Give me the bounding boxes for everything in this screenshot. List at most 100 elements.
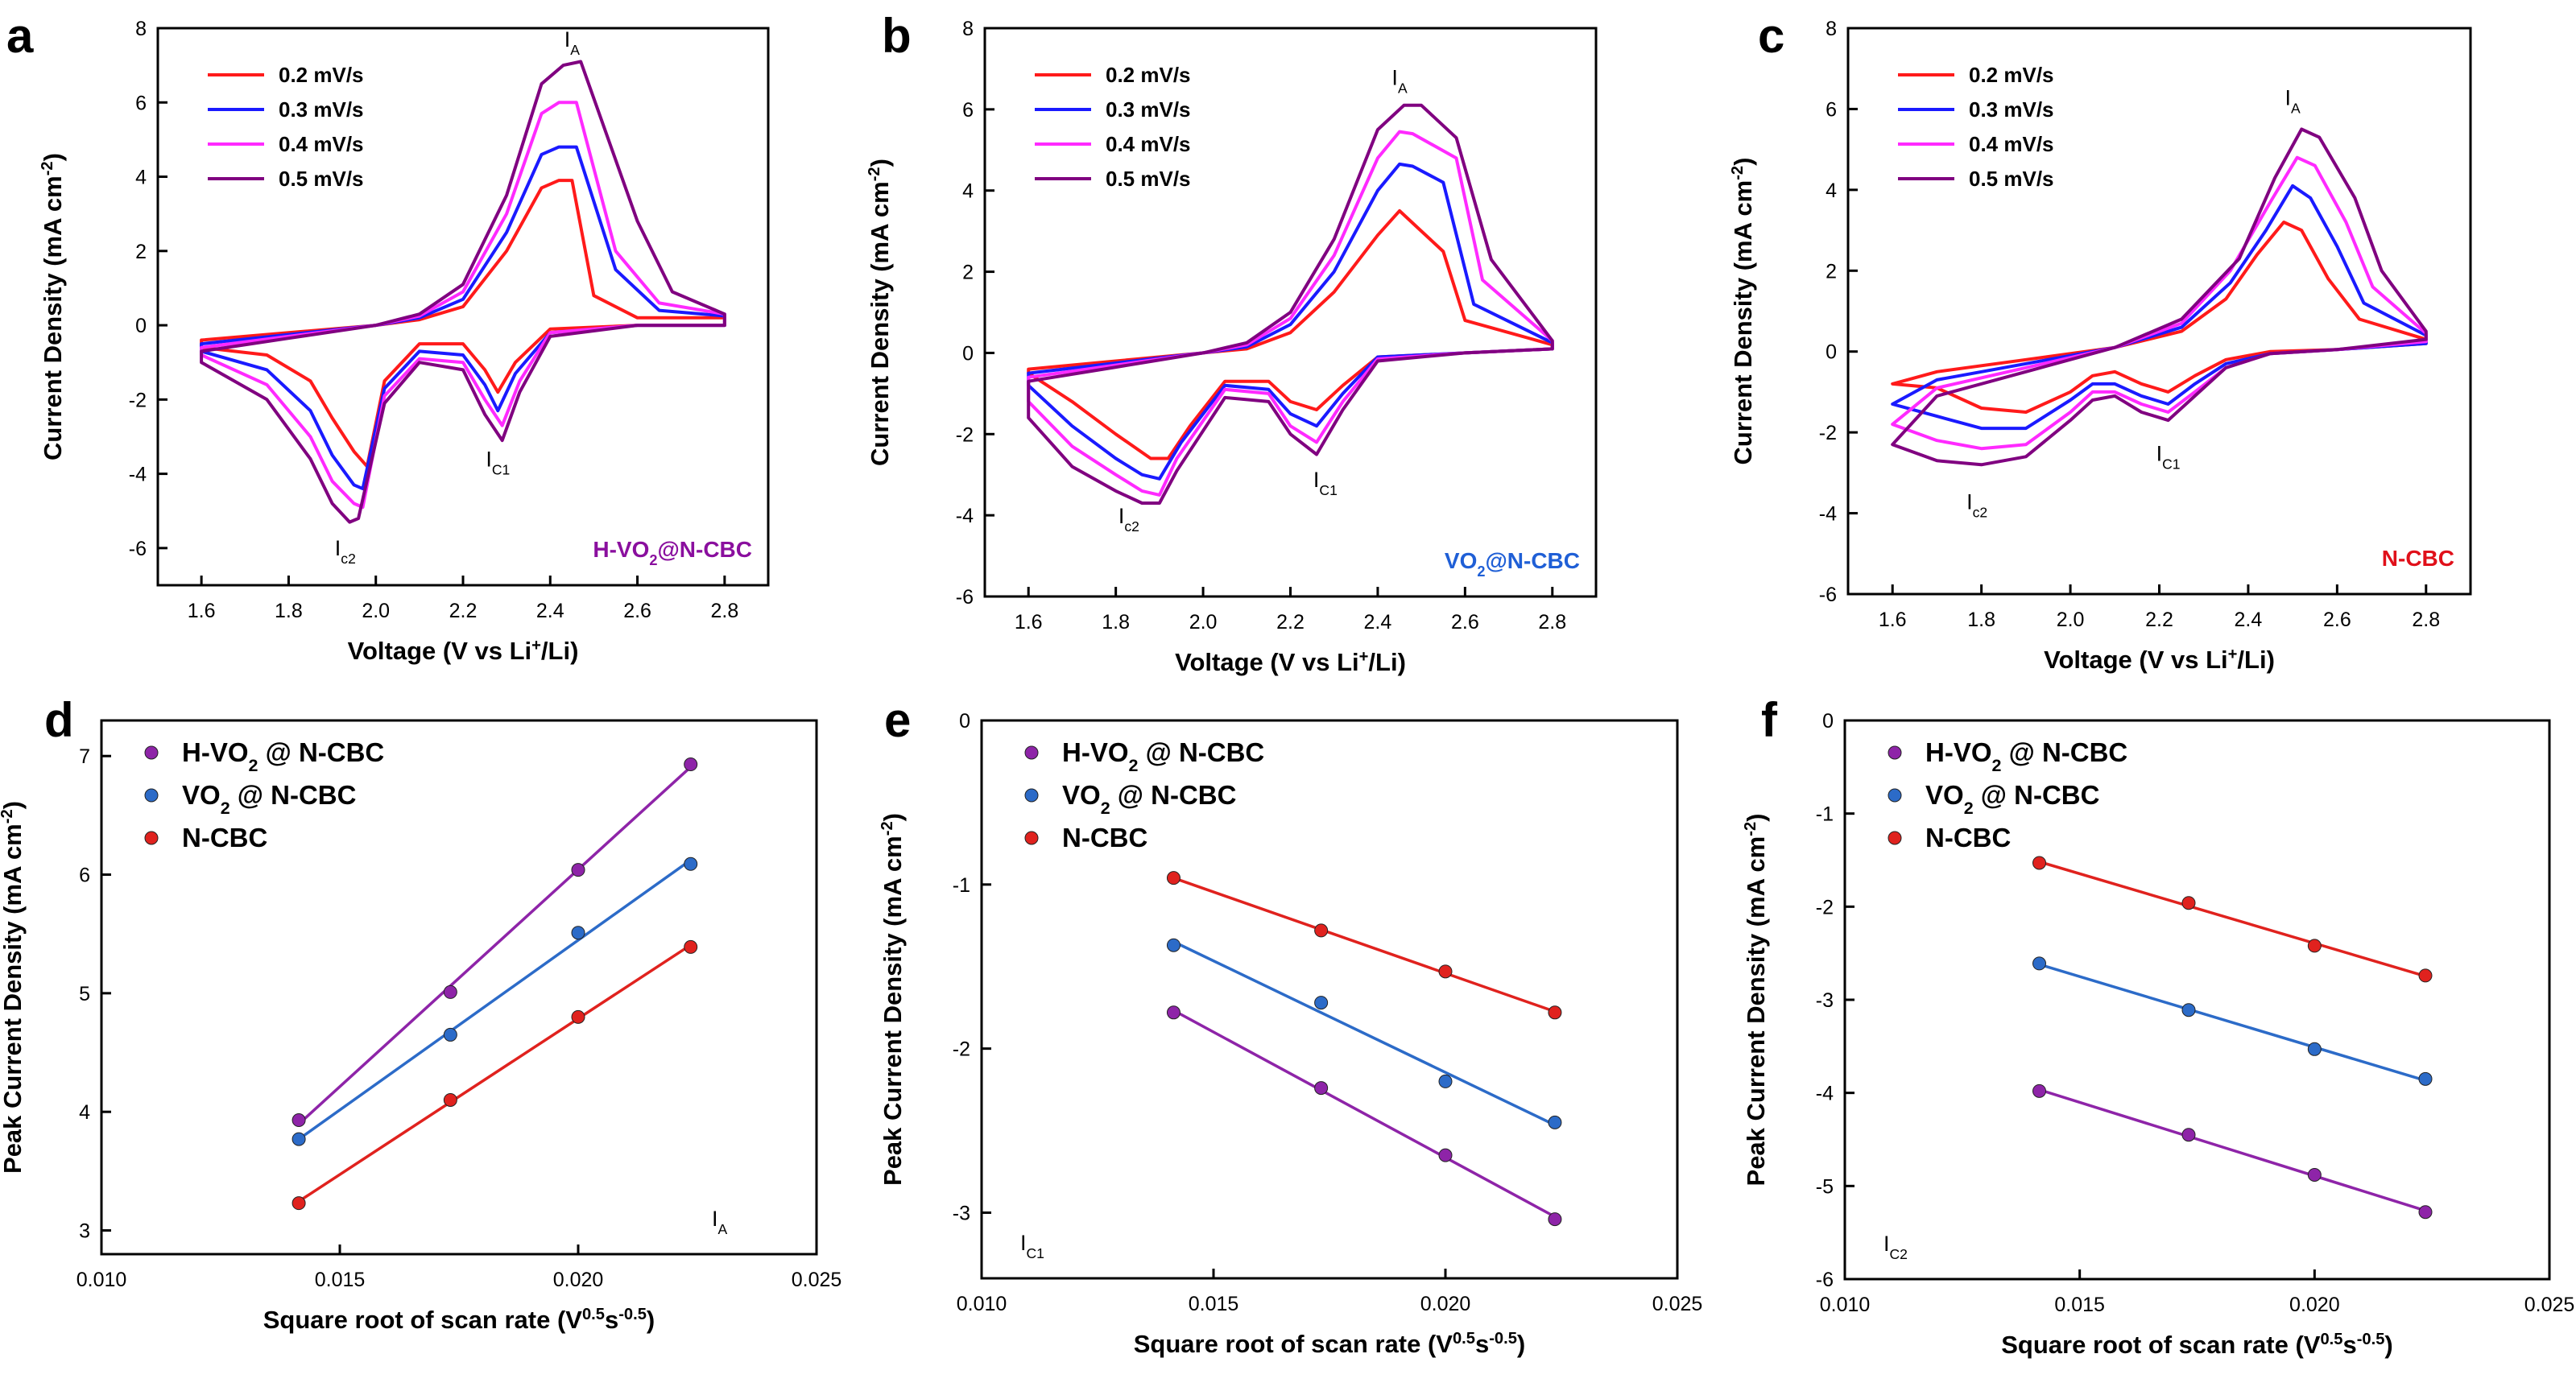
x-tick-label: 1.8: [1102, 611, 1130, 634]
x-tick-label: 2.4: [2235, 609, 2263, 631]
legend-label: N-CBC: [1062, 823, 1147, 852]
fit-line: [2039, 860, 2426, 978]
y-tick-label: 7: [79, 745, 90, 768]
legend-marker: [1024, 831, 1039, 845]
data-point: [292, 1132, 306, 1146]
x-tick-label: 0.025: [1652, 1293, 1703, 1315]
data-point: [2418, 1071, 2433, 1086]
data-point: [1314, 1081, 1329, 1096]
peak-label: Ic2: [335, 536, 356, 567]
x-tick-label: 2.4: [1364, 611, 1392, 634]
legend-marker: [1888, 831, 1902, 845]
peak-label: IC1: [1020, 1231, 1044, 1261]
data-point: [571, 1009, 585, 1024]
y-tick-label: -3: [1816, 989, 1834, 1012]
chart-panel-f: 0.010 0.015 0.020 0.025 -6 -5 -4 -3 -2 -1 0 Square …: [1742, 693, 2574, 1359]
data-point: [292, 1113, 306, 1128]
y-tick-label: -5: [1816, 1175, 1834, 1198]
x-axis-label: Square root of scan rate (V0.5s-0.5): [2001, 1331, 2393, 1359]
cv-curve-05: [1027, 103, 1554, 505]
data-point: [1548, 1115, 1562, 1129]
legend-label: 0.5 mV/s: [1969, 167, 2054, 191]
material-tag: N-CBC: [2382, 546, 2454, 571]
y-tick-label: -6: [1819, 584, 1837, 606]
data-point: [1314, 923, 1329, 938]
data-point: [2032, 956, 2046, 971]
peak-label: IC2: [1883, 1232, 1908, 1262]
x-axis-label: Voltage (V vs Li+/Li): [1175, 648, 1406, 676]
y-tick-label: 2: [135, 241, 147, 263]
chart-panel-c: 1.6 1.8 2.0 2.2 2.4 2.6 2.8 -6 -4 -2 0 2 4 6 8 Voltage …: [1729, 9, 2472, 674]
y-axis-label: Current Density (mA cm-2): [39, 153, 67, 460]
legend-label: 0.3 mV/s: [1969, 97, 2054, 122]
panel-letter: f: [1761, 693, 1778, 747]
legend-marker: [144, 831, 159, 845]
y-tick-label: -2: [953, 1038, 970, 1061]
x-tick-label: 2.8: [1538, 611, 1566, 634]
peak-label: IA: [2285, 85, 2301, 116]
data-point: [2181, 1128, 2196, 1142]
y-tick-label: 0: [962, 342, 974, 365]
y-tick-label: 8: [135, 18, 147, 40]
legend-label: H-VO2 @ N-CBC: [1062, 737, 1264, 775]
y-axis-label: Peak Current Density (mA cm-2): [1742, 814, 1770, 1187]
y-tick-label: -3: [953, 1202, 970, 1224]
data-point: [443, 984, 457, 999]
material-tag: H-VO2@N-CBC: [593, 537, 752, 568]
y-tick-label: 0: [1822, 710, 1834, 733]
chart-panel-a: 1.6 1.8 2.0 2.2 2.4 2.6 2.8 -6 -4 -2 0 2 4 6 8 Voltage …: [6, 9, 770, 665]
data-point: [2418, 1205, 2433, 1220]
panel-letter: c: [1758, 9, 1784, 63]
legend-label: 0.2 mV/s: [1969, 63, 2054, 87]
y-tick-label: -6: [129, 538, 147, 560]
data-point: [2307, 939, 2322, 953]
fit-line: [2038, 963, 2426, 1083]
chart-panel-d: 0.010 0.015 0.020 0.025 3 4 5 6 7 Square root of …: [0, 693, 841, 1334]
legend-label: H-VO2 @ N-CBC: [182, 737, 384, 775]
x-tick-label: 0.025: [792, 1269, 842, 1291]
x-tick-label: 2.6: [623, 600, 651, 622]
legend-marker: [1024, 788, 1039, 803]
x-tick-label: 2.0: [1189, 611, 1218, 634]
y-tick-label: 6: [962, 99, 974, 122]
data-point: [1548, 1212, 1562, 1227]
x-tick-label: 1.6: [1879, 609, 1907, 631]
x-tick-label: 2.0: [2057, 609, 2085, 631]
legend-label: 0.4 mV/s: [1969, 132, 2054, 156]
y-tick-label: 4: [962, 180, 974, 203]
y-tick-label: 8: [1826, 18, 1837, 40]
legend-label: VO2 @ N-CBC: [1062, 780, 1236, 818]
y-tick-label: 5: [79, 983, 90, 1005]
y-tick-label: 2: [962, 262, 974, 284]
legend-marker: [1888, 788, 1902, 803]
x-tick-label: 2.8: [2412, 609, 2440, 631]
peak-label: IA: [712, 1207, 728, 1237]
x-tick-label: 2.6: [1451, 611, 1479, 634]
y-axis-label: Current Density (mA cm-2): [1729, 158, 1757, 465]
fit-line: [2038, 1088, 2426, 1212]
data-point: [2307, 1167, 2322, 1182]
y-tick-label: 6: [79, 865, 90, 887]
y-tick-label: -1: [953, 874, 970, 897]
data-point: [443, 1027, 457, 1042]
x-axis-label: Voltage (V vs Li+/Li): [2044, 646, 2275, 674]
legend-label: 0.4 mV/s: [279, 132, 364, 156]
data-point: [1438, 1148, 1453, 1162]
cv-curve-02: [200, 179, 726, 468]
peak-label: Ic2: [1966, 490, 1987, 521]
x-tick-label: 1.8: [1967, 609, 1995, 631]
x-tick-label: 2.2: [1276, 611, 1305, 634]
legend-label: VO2 @ N-CBC: [1925, 780, 2099, 818]
x-tick-label: 2.4: [536, 600, 564, 622]
legend-label: 0.2 mV/s: [279, 63, 364, 87]
x-axis-label: Square root of scan rate (V0.5s-0.5): [1134, 1330, 1526, 1358]
legend-marker: [144, 788, 159, 803]
legend-label: N-CBC: [1925, 823, 2011, 852]
x-tick-label: 0.010: [1820, 1294, 1871, 1316]
y-tick-label: 8: [962, 18, 974, 40]
fit-line: [298, 858, 692, 1141]
legend-marker: [144, 745, 159, 760]
cv-curve-02: [1027, 208, 1554, 460]
y-axis-label: Peak Current Density (mA cm-2): [0, 801, 27, 1174]
y-axis-label: Current Density (mA cm-2): [866, 159, 894, 466]
